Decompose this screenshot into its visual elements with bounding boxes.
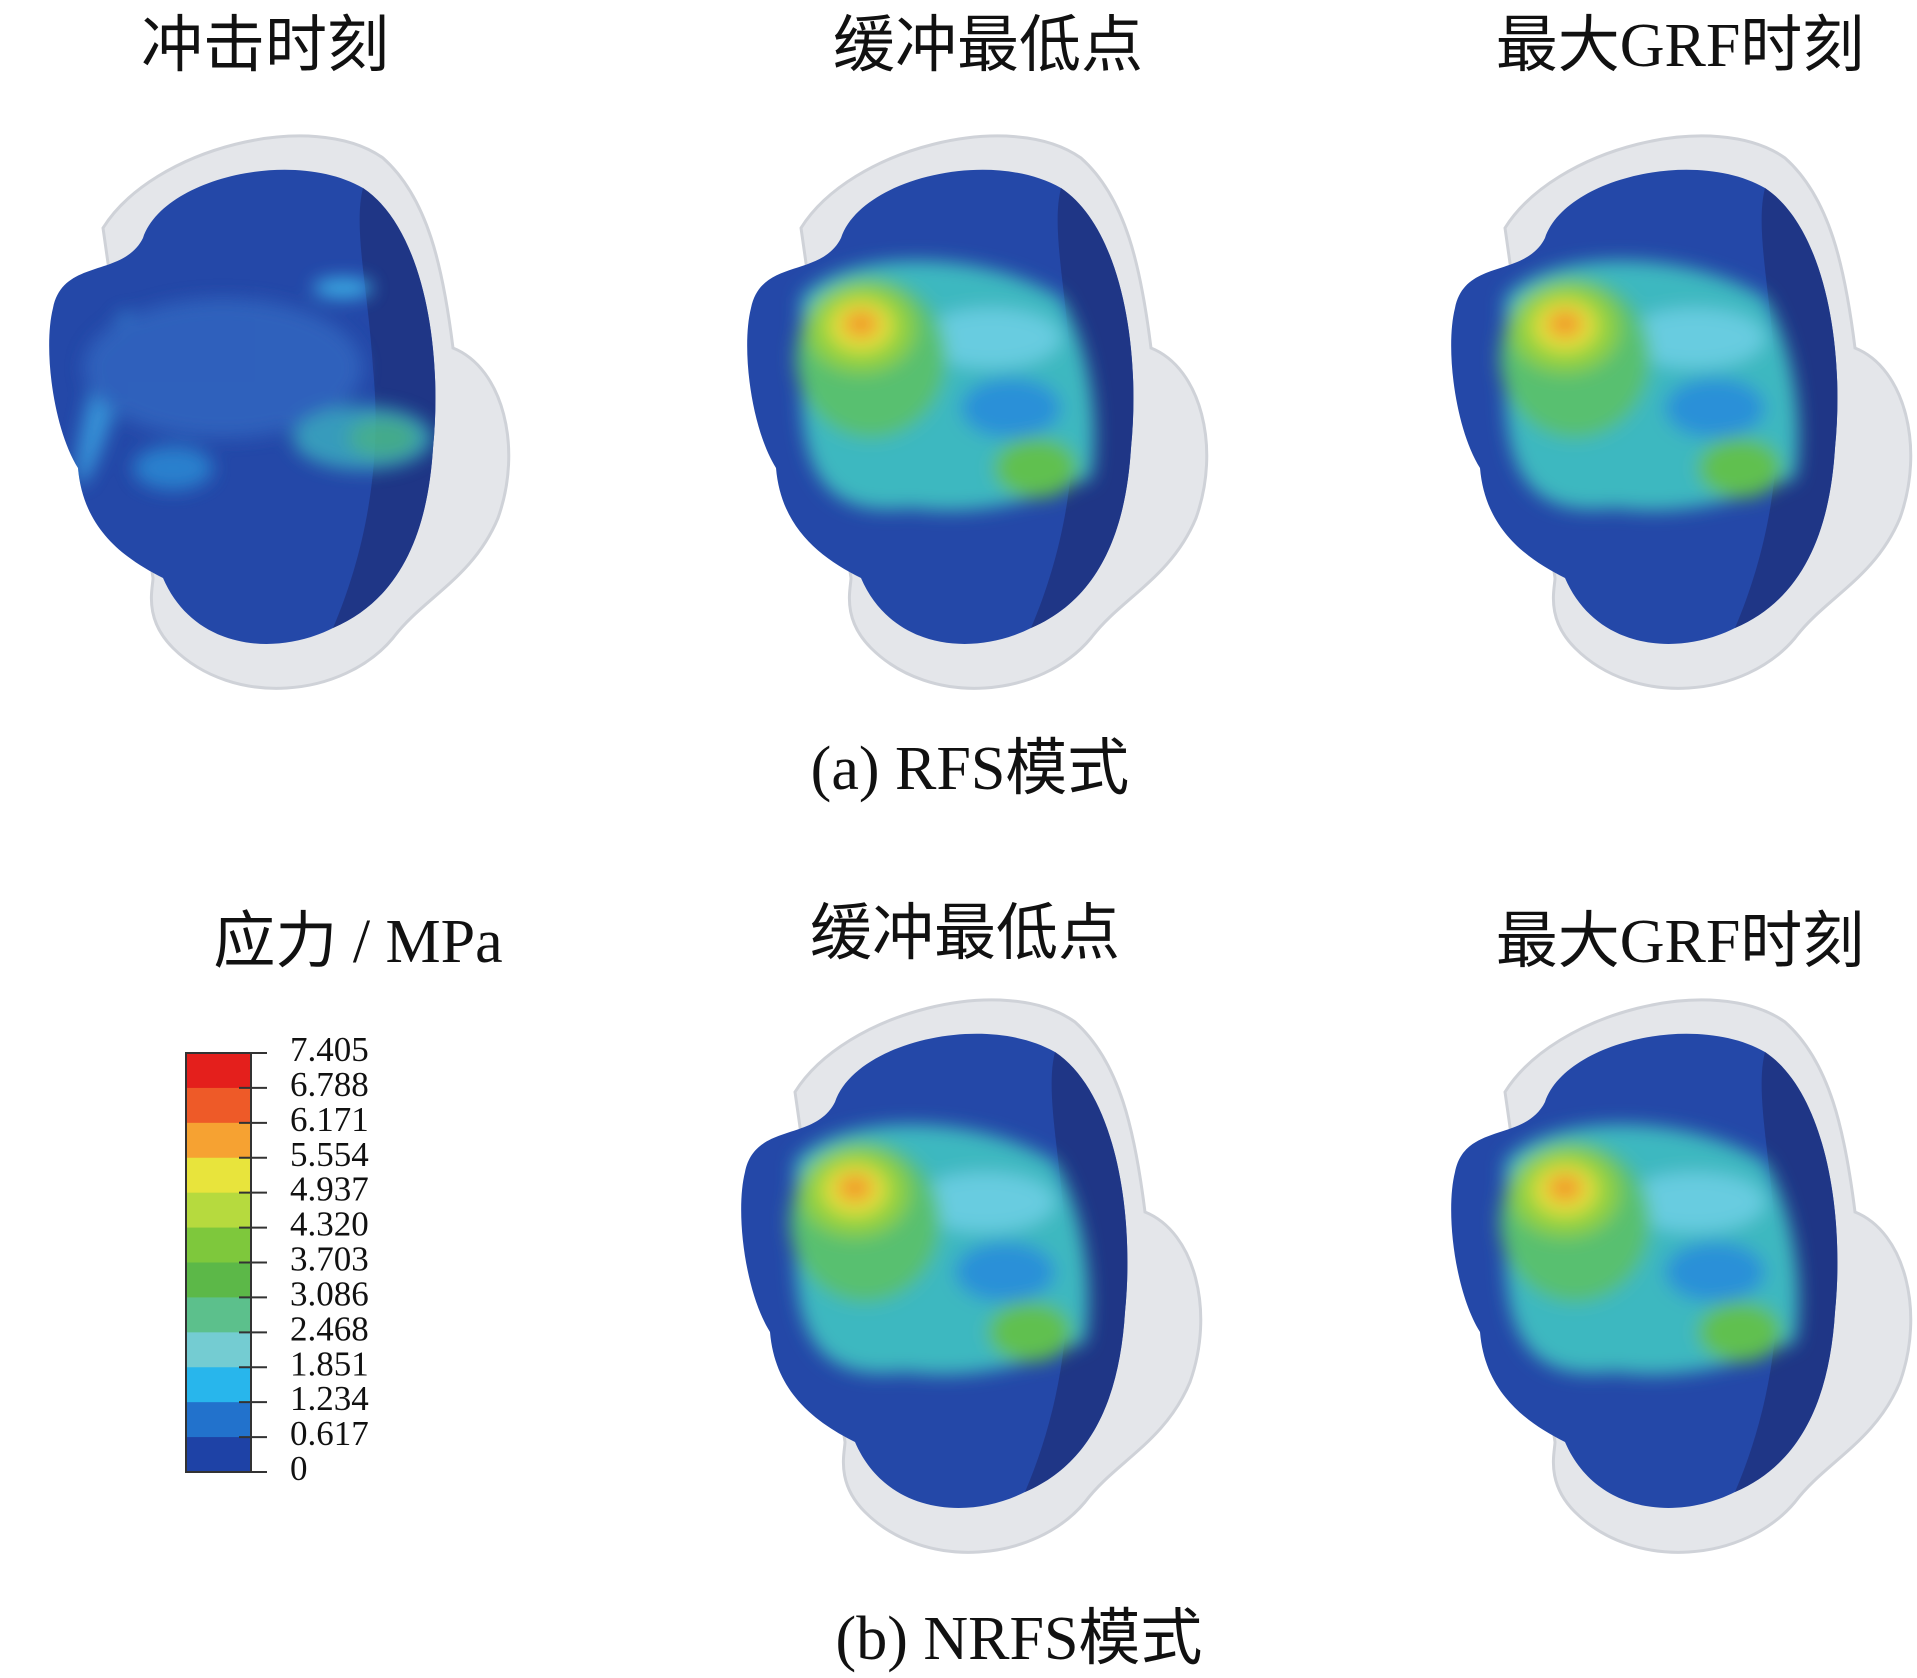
colorbar-label: 4.320 bbox=[290, 1205, 369, 1244]
stress-contour bbox=[1451, 1000, 1911, 1552]
colorbar-band bbox=[186, 1402, 251, 1438]
colorbar-label: 4.937 bbox=[290, 1170, 369, 1209]
colorbar-band bbox=[186, 1087, 251, 1124]
colorbar-label: 6.788 bbox=[290, 1065, 369, 1104]
colorbar-label: 3.703 bbox=[290, 1240, 369, 1279]
panel-title: 冲击时刻 bbox=[141, 12, 389, 80]
colorbar-label: 7.405 bbox=[290, 1030, 369, 1069]
panel-title: 最大GRF时刻 bbox=[1496, 12, 1865, 80]
colorbar-band bbox=[186, 1157, 251, 1194]
colorbar-band bbox=[186, 1053, 251, 1089]
panel-title: 缓冲最低点 bbox=[810, 900, 1120, 968]
colorbar-label: 0 bbox=[290, 1449, 308, 1488]
legend-title: 应力 / MPa bbox=[213, 908, 502, 976]
stress-contour bbox=[741, 1000, 1201, 1552]
colorbar-label: 3.086 bbox=[290, 1274, 369, 1313]
colorbar-band bbox=[186, 1262, 251, 1298]
panel-title: 缓冲最低点 bbox=[833, 12, 1143, 80]
colorbar-label: 2.468 bbox=[290, 1309, 369, 1348]
colorbar-band bbox=[186, 1227, 251, 1263]
stress-contour bbox=[49, 136, 509, 688]
panel-title: 最大GRF时刻 bbox=[1496, 908, 1865, 976]
colorbar-label: 6.171 bbox=[290, 1100, 369, 1139]
colorbar: 7.4056.7886.1715.5544.9374.3203.7033.086… bbox=[185, 1030, 369, 1488]
colorbar-band bbox=[186, 1437, 251, 1473]
colorbar-band bbox=[186, 1332, 251, 1368]
caption: (a) RFS模式 bbox=[811, 735, 1130, 803]
colorbar-label: 5.554 bbox=[290, 1135, 369, 1174]
colorbar-label: 1.851 bbox=[290, 1344, 369, 1383]
stress-contour bbox=[747, 136, 1207, 688]
colorbar-label: 0.617 bbox=[290, 1414, 369, 1453]
colorbar-band bbox=[186, 1367, 251, 1403]
stress-contour bbox=[1451, 136, 1911, 688]
colorbar-band bbox=[186, 1297, 251, 1333]
colorbar-band bbox=[186, 1122, 251, 1159]
colorbar-band bbox=[186, 1192, 251, 1229]
caption: (b) NRFS模式 bbox=[836, 1605, 1203, 1673]
colorbar-label: 1.234 bbox=[290, 1379, 369, 1418]
